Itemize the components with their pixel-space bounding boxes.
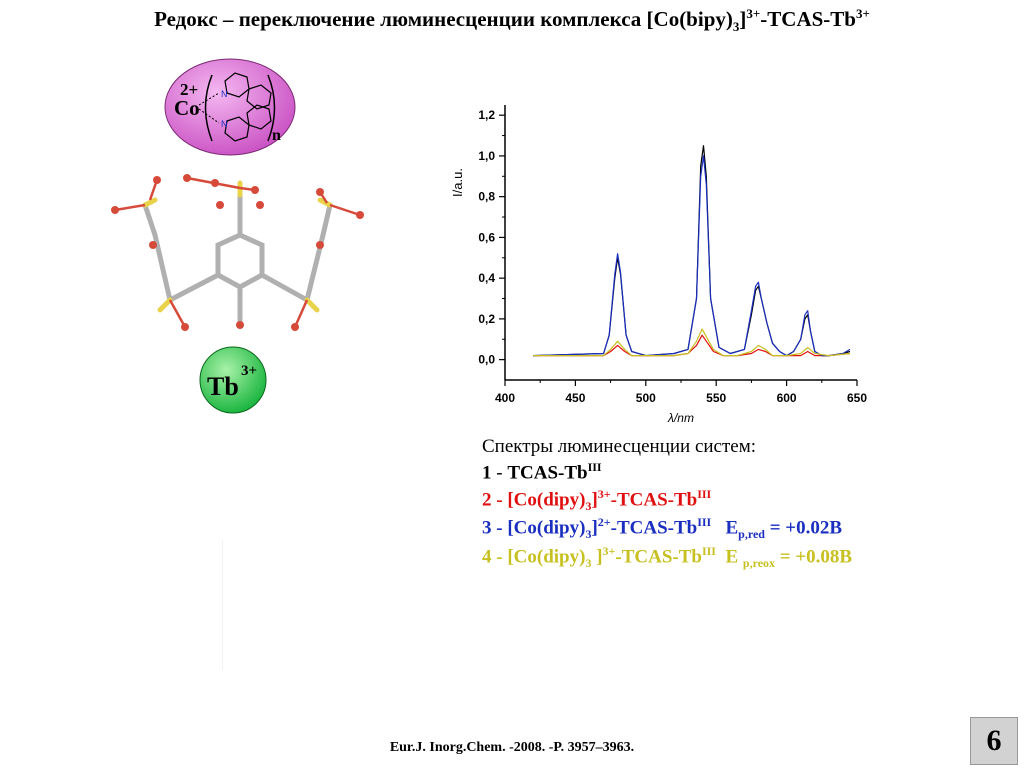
co-label: Co: [174, 96, 200, 120]
x-tick-label: 650: [847, 391, 867, 405]
svg-text:N: N: [221, 119, 228, 129]
y-tick-label: 0,8: [478, 190, 495, 204]
y-tick-label: 0,4: [478, 271, 495, 285]
slide-title: Редокс – переключение люминесценции комп…: [154, 6, 870, 35]
caption-line-2: 2 - [Co(dipy)3]3+-TCAS-TbIII: [482, 487, 712, 514]
y-tick-label: 0,6: [478, 230, 495, 244]
caption-line-4: 4 - [Co(dipy)3 ]3+-TCAS-TbIII E p,reox =…: [482, 543, 853, 570]
molecule-structure: 2+ Co n N N: [111, 58, 364, 414]
series-line-3: [533, 155, 851, 357]
divider-line: [222, 540, 223, 670]
reference-citation: Eur.J. Inorg.Chem. -2008. -P. 3957–3963.: [389, 740, 635, 755]
series-line-2: [533, 334, 851, 357]
x-tick-label: 550: [706, 391, 726, 405]
luminescence-spectrum-chart: 400 450 500 550 600 650 0,0 0,2 0,4 0,6 0,8 1,0 1,2 λ…: [450, 105, 867, 425]
y-tick-label: 1,0: [478, 149, 495, 163]
n-subscript: n: [272, 127, 281, 144]
y-axis-label: I/a.u.: [450, 168, 465, 197]
caption-heading: Спектры люминесценции систем:: [482, 436, 757, 457]
y-tick-label: 0,0: [478, 353, 495, 367]
slide-number: 6: [970, 717, 1018, 765]
series-line-1: [533, 145, 851, 357]
x-tick-label: 450: [565, 391, 585, 405]
series-line-4: [533, 328, 851, 357]
x-tick-label: 500: [636, 391, 656, 405]
caption-line-1: 1 - TCAS-TbIII: [482, 460, 602, 484]
caption-line-3: 3 - [Co(dipy)3]2+-TCAS-TbIII Ep,red = +0…: [482, 515, 843, 542]
spectra-caption: Спектры люминесценции систем: 1 - TCAS-T…: [482, 434, 852, 571]
tb-ion-ball: [199, 346, 267, 414]
y-tick-label: 0,2: [478, 312, 495, 326]
tb-label: Tb: [207, 372, 239, 401]
x-tick-label: 400: [495, 391, 515, 405]
co-charge: 2+: [180, 80, 198, 99]
svg-text:N: N: [221, 89, 228, 99]
y-tick-label: 1,2: [478, 108, 495, 122]
x-tick-label: 600: [777, 391, 797, 405]
tb-charge: 3+: [241, 363, 257, 379]
x-axis-label: λ/nm: [667, 411, 694, 425]
co-complex-ellipse: [164, 58, 296, 156]
